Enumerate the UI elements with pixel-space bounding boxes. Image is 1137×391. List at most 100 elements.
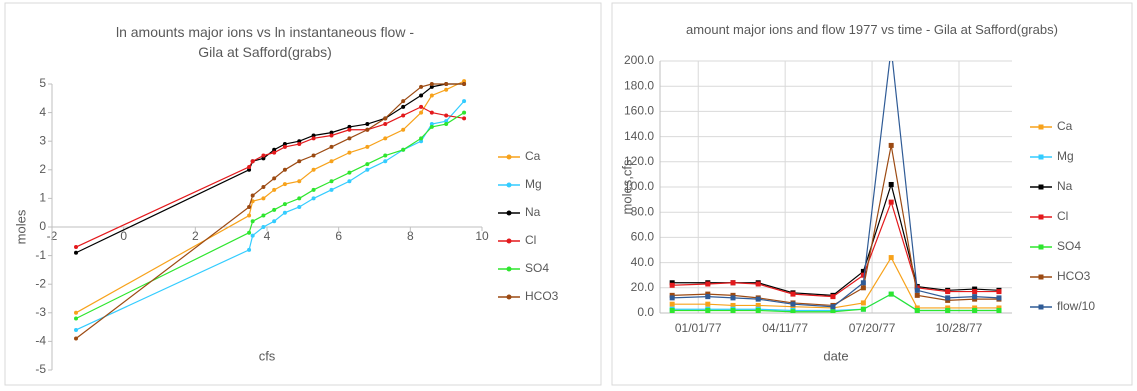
series-line: [672, 256, 999, 309]
data-point: [730, 295, 736, 301]
data-point: [860, 306, 866, 312]
data-point: [250, 159, 255, 164]
legend-label: flow/10: [1057, 299, 1095, 313]
data-point: [888, 291, 894, 297]
data-point: [790, 301, 796, 307]
data-point: [383, 136, 388, 141]
y-tick-label: 120.0: [624, 154, 654, 168]
data-point: [365, 167, 370, 172]
data-point: [860, 300, 866, 306]
data-point: [996, 295, 1002, 301]
legend-label: Ca: [1057, 119, 1073, 133]
data-point: [365, 127, 370, 132]
series: [669, 291, 1002, 313]
data-point: [830, 294, 836, 300]
x-tick-label: 8: [407, 229, 414, 243]
y-axis-title: moles: [13, 209, 28, 244]
data-point: [705, 281, 711, 287]
data-point: [329, 144, 334, 149]
data-point: [419, 104, 424, 109]
data-point: [401, 104, 406, 109]
data-point: [311, 133, 316, 138]
data-point: [329, 179, 334, 184]
data-point: [705, 301, 711, 307]
chart-frame: [4, 2, 602, 386]
data-point: [329, 130, 334, 135]
series-line: [672, 293, 999, 313]
data-point: [790, 304, 796, 310]
data-point: [347, 124, 352, 129]
data-point: [790, 291, 796, 297]
data-point: [74, 245, 79, 250]
data-point: [282, 167, 287, 172]
legend-label: Ca: [525, 149, 541, 163]
legend-marker: [1038, 124, 1044, 130]
data-point: [669, 295, 675, 301]
data-point: [401, 113, 406, 118]
data-point: [888, 181, 894, 187]
data-point: [888, 199, 894, 205]
data-point: [247, 204, 252, 209]
x-tick-label: 07/20/77: [849, 321, 896, 335]
data-point: [429, 82, 434, 86]
data-point: [972, 305, 978, 311]
legend-label: Cl: [525, 233, 536, 247]
data-point: [383, 159, 388, 164]
legend-marker: [1038, 304, 1044, 310]
x-tick-label: 0: [120, 229, 127, 243]
data-point: [282, 202, 287, 207]
data-point: [401, 147, 406, 152]
y-tick-label: 160.0: [624, 104, 654, 118]
data-point: [429, 110, 434, 115]
data-point: [74, 316, 79, 321]
data-point: [945, 297, 951, 303]
y-tick-label: 100.0: [624, 179, 654, 193]
data-point: [419, 110, 424, 115]
data-point: [860, 285, 866, 291]
data-point: [383, 153, 388, 158]
legend-label: Mg: [1057, 149, 1074, 163]
y-tick-label: -5: [35, 362, 46, 376]
data-point: [365, 162, 370, 167]
data-point: [311, 153, 316, 158]
x-tick-label: 01/01/77: [675, 321, 722, 335]
data-point: [730, 307, 736, 313]
x-tick-label: 10: [475, 229, 489, 243]
data-point: [347, 136, 352, 141]
legend-marker: [506, 182, 512, 188]
data-point: [462, 110, 467, 115]
data-point: [945, 307, 951, 313]
data-point: [272, 187, 277, 192]
x-axis-title: cfs: [259, 348, 276, 363]
data-point: [462, 79, 467, 84]
data-point: [914, 307, 920, 313]
data-point: [444, 119, 449, 124]
legend-marker: [506, 210, 512, 216]
series-line: [672, 200, 999, 298]
data-point: [261, 213, 266, 218]
y-tick-label: 5: [39, 76, 46, 90]
data-point: [261, 156, 266, 161]
data-point: [297, 204, 302, 209]
data-point: [261, 196, 266, 201]
data-point: [996, 289, 1002, 295]
data-point: [282, 182, 287, 187]
y-tick-label: -2: [35, 276, 46, 290]
data-point: [401, 127, 406, 132]
legend-label: Na: [1057, 179, 1073, 193]
data-point: [972, 296, 978, 302]
y-tick-label: 140.0: [624, 129, 654, 143]
y-tick-label: 200.0: [624, 53, 654, 67]
data-point: [282, 210, 287, 215]
data-point: [462, 116, 467, 121]
data-point: [429, 93, 434, 98]
data-point: [419, 136, 424, 141]
data-point: [860, 268, 866, 274]
data-point: [444, 82, 449, 86]
data-point: [247, 230, 252, 235]
legend-marker: [1038, 274, 1044, 280]
y-tick-label: 0: [39, 219, 46, 233]
legend-label: HCO3: [1057, 269, 1091, 283]
series: [74, 110, 467, 321]
legend-marker: [1038, 214, 1044, 220]
